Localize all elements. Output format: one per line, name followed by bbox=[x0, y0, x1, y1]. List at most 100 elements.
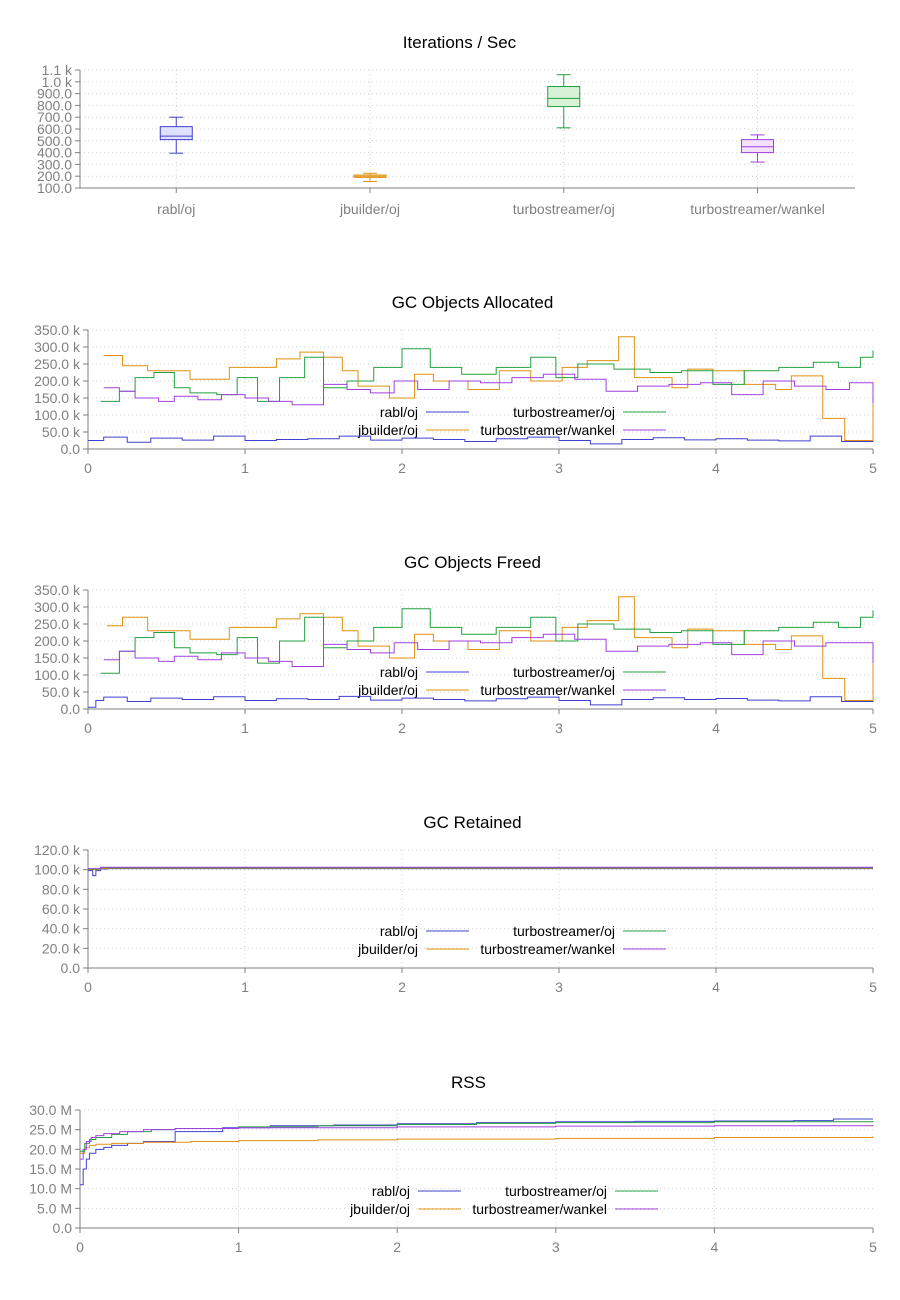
x-tick-label: 5 bbox=[869, 979, 877, 995]
y-tick-label: 0.0 bbox=[61, 960, 81, 976]
y-tick-label: 80.0 k bbox=[42, 881, 81, 897]
legend-label: rabl/oj bbox=[380, 664, 418, 680]
chart-1: Iterations / Sec 100.0200.0300.0400.0500.… bbox=[37, 33, 855, 217]
chart-title: Iterations / Sec bbox=[403, 33, 517, 52]
series-line-rabl/oj bbox=[88, 695, 874, 708]
legend-label: jbuilder/oj bbox=[357, 941, 418, 957]
chart-title: GC Objects Freed bbox=[404, 553, 541, 572]
x-tick-label: 3 bbox=[555, 460, 563, 476]
y-tick-label: 400.0 bbox=[37, 145, 72, 161]
x-tick-label: 0 bbox=[76, 1239, 84, 1255]
y-tick-label: 0.0 bbox=[61, 701, 81, 717]
chart-5: RSS 0.0 5.0 M 10.0 M 15.0 M 20.0 M 25.0 M 30.0 … bbox=[29, 1073, 877, 1255]
y-tick-label: 50.0 k bbox=[42, 684, 81, 700]
y-tick-label: 1.1 k bbox=[42, 62, 73, 78]
x-tick-label: rabl/oj bbox=[157, 201, 195, 217]
series-line-turbostreamer/wankel bbox=[88, 866, 873, 870]
series-line-jbuilder/oj bbox=[103, 336, 874, 441]
y-tick-label: 150.0 k bbox=[34, 650, 81, 666]
x-tick-label: 4 bbox=[712, 720, 720, 736]
box-turbostreamer/wankel bbox=[741, 134, 774, 163]
y-tick-label: 250.0 k bbox=[34, 616, 81, 632]
series-line-turbostreamer/oj bbox=[100, 348, 874, 402]
legend-label: turbostreamer/oj bbox=[513, 404, 615, 420]
y-tick-label: 40.0 k bbox=[42, 921, 81, 937]
y-tick-label: 120.0 k bbox=[34, 842, 81, 858]
x-tick-label: 0 bbox=[84, 460, 92, 476]
box-turbostreamer/oj bbox=[547, 74, 581, 129]
y-tick-label: 200.0 k bbox=[34, 373, 81, 389]
y-tick-label: 20.0 M bbox=[29, 1141, 72, 1157]
y-tick-label: 300.0 k bbox=[34, 599, 81, 615]
x-tick-label: 4 bbox=[712, 460, 720, 476]
x-tick-label: 3 bbox=[555, 979, 563, 995]
x-tick-label: 4 bbox=[712, 979, 720, 995]
y-tick-label: 150.0 k bbox=[34, 390, 81, 406]
x-tick-label: jbuilder/oj bbox=[339, 201, 400, 217]
chart-title: GC Objects Allocated bbox=[392, 293, 554, 312]
series-line-turbostreamer/oj bbox=[100, 608, 874, 674]
x-tick-label: 5 bbox=[869, 1239, 877, 1255]
y-tick-label: 700.0 bbox=[37, 109, 72, 125]
x-tick-label: 1 bbox=[241, 720, 249, 736]
x-tick-label: 2 bbox=[393, 1239, 401, 1255]
x-tick-label: 3 bbox=[555, 720, 563, 736]
y-tick-label: 5.0 M bbox=[37, 1200, 72, 1216]
legend-label: rabl/oj bbox=[372, 1183, 410, 1199]
y-tick-label: 0.0 bbox=[61, 441, 81, 457]
x-tick-label: 5 bbox=[869, 720, 877, 736]
y-tick-label: 500.0 bbox=[37, 133, 72, 149]
y-tick-label: 0.0 bbox=[53, 1220, 73, 1236]
x-tick-label: 3 bbox=[552, 1239, 560, 1255]
box-iqr bbox=[741, 139, 774, 154]
x-tick-label: 4 bbox=[711, 1239, 719, 1255]
y-tick-label: 30.0 M bbox=[29, 1102, 72, 1118]
x-tick-label: 1 bbox=[241, 979, 249, 995]
x-tick-label: 0 bbox=[84, 979, 92, 995]
y-tick-label: 100.0 k bbox=[34, 667, 81, 683]
legend-label: turbostreamer/oj bbox=[505, 1183, 607, 1199]
y-tick-label: 100.0 k bbox=[34, 862, 81, 878]
x-tick-label: 2 bbox=[398, 460, 406, 476]
x-tick-label: 0 bbox=[84, 720, 92, 736]
x-tick-label: 5 bbox=[869, 460, 877, 476]
box-iqr bbox=[547, 86, 581, 108]
y-tick-label: 600.0 bbox=[37, 121, 72, 137]
x-tick-label: 1 bbox=[235, 1239, 243, 1255]
plot-axes bbox=[87, 850, 873, 969]
legend-label: turbostreamer/oj bbox=[513, 664, 615, 680]
x-tick-label: 2 bbox=[398, 720, 406, 736]
x-tick-label: turbostreamer/wankel bbox=[690, 201, 825, 217]
y-tick-label: 300.0 bbox=[37, 156, 72, 172]
legend-label: turbostreamer/wankel bbox=[472, 1201, 607, 1217]
y-tick-label: 50.0 k bbox=[42, 424, 81, 440]
x-tick-label: turbostreamer/oj bbox=[513, 201, 615, 217]
plot-axes bbox=[79, 70, 855, 189]
y-tick-label: 350.0 k bbox=[34, 582, 81, 598]
chart-title: RSS bbox=[451, 1073, 486, 1092]
legend-label: jbuilder/oj bbox=[349, 1201, 410, 1217]
series-line-turbostreamer/wankel bbox=[80, 1124, 874, 1160]
y-tick-label: 350.0 k bbox=[34, 322, 81, 338]
x-tick-label: 1 bbox=[241, 460, 249, 476]
y-tick-label: 20.0 k bbox=[42, 940, 81, 956]
y-tick-label: 15.0 M bbox=[29, 1161, 72, 1177]
series-line-rabl/oj bbox=[88, 435, 874, 445]
y-tick-label: 60.0 k bbox=[42, 901, 81, 917]
y-tick-label: 100.0 bbox=[37, 180, 72, 196]
y-tick-label: 1.0 k bbox=[42, 74, 73, 90]
chart-title: GC Retained bbox=[423, 813, 521, 832]
box-rabl/oj bbox=[159, 116, 193, 154]
series-line-jbuilder/oj bbox=[106, 596, 874, 701]
legend-label: jbuilder/oj bbox=[357, 422, 418, 438]
y-tick-label: 300.0 k bbox=[34, 339, 81, 355]
legend-label: jbuilder/oj bbox=[357, 682, 418, 698]
y-tick-label: 900.0 bbox=[37, 86, 72, 102]
x-tick-label: 2 bbox=[398, 979, 406, 995]
series-line-jbuilder/oj bbox=[80, 1136, 874, 1154]
legend-label: rabl/oj bbox=[380, 404, 418, 420]
